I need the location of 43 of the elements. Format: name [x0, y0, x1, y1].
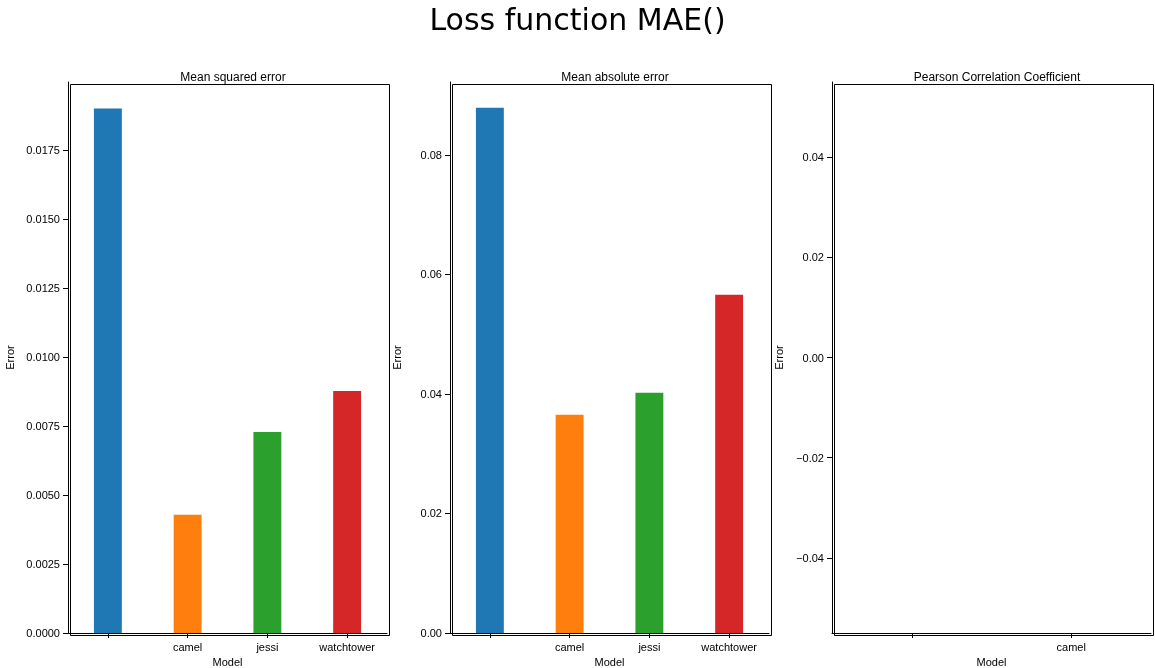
chart-title: Mean squared error [180, 70, 286, 84]
bar [555, 414, 584, 633]
y-axis-title: Error [390, 344, 403, 370]
x-tick-label: camel [1056, 640, 1086, 653]
x-axis-title: Model [594, 656, 625, 668]
bar [333, 390, 362, 633]
x-tick-label: jessi [637, 640, 661, 653]
bar [253, 432, 282, 633]
y-tick-label: 0.04 [420, 387, 442, 400]
x-tick-label: watchtower [318, 640, 376, 653]
y-tick-label: 0.0050 [26, 488, 60, 501]
text: Loss function MAE() [428, 2, 727, 37]
y-tick-label: −0.02 [796, 451, 824, 464]
x-tick-label: jessi [255, 640, 279, 653]
y-axis-title: Error [3, 344, 16, 370]
x-tick-label: camel [554, 640, 585, 653]
y-tick-label: 0.08 [420, 148, 442, 161]
y-axis-title: Error [772, 344, 785, 370]
bar [475, 107, 504, 633]
chart-title: Pearson Correlation Coefficient [913, 70, 1081, 84]
y-tick-label: −0.04 [796, 551, 824, 564]
y-tick-label: 0.0100 [26, 350, 60, 363]
y-tick-label: 0.00 [802, 351, 824, 364]
y-tick-label: 0.06 [420, 268, 442, 281]
y-tick-label: 0.0000 [26, 627, 60, 639]
y-tick-label: 0.04 [802, 151, 824, 164]
x-axis-title: Model [212, 656, 243, 668]
bar [173, 514, 202, 633]
y-tick-label: 0.0125 [26, 281, 60, 294]
x-axis-title: Model [976, 656, 1007, 668]
y-tick-label: 0.0025 [26, 557, 60, 570]
y-tick-label: 0.02 [420, 507, 442, 520]
y-tick-label: 0.02 [802, 251, 824, 264]
y-tick-label: 0.00 [420, 627, 442, 639]
bar [93, 108, 122, 633]
chart-title: Mean absolute error [561, 70, 669, 84]
x-tick-label: watchtower [700, 640, 758, 653]
y-tick-label: 0.0175 [26, 143, 60, 156]
bar [715, 294, 744, 633]
bar [635, 392, 664, 633]
x-tick-label: camel [172, 640, 203, 653]
y-tick-label: 0.0150 [26, 212, 60, 225]
y-tick-label: 0.0075 [26, 419, 60, 432]
